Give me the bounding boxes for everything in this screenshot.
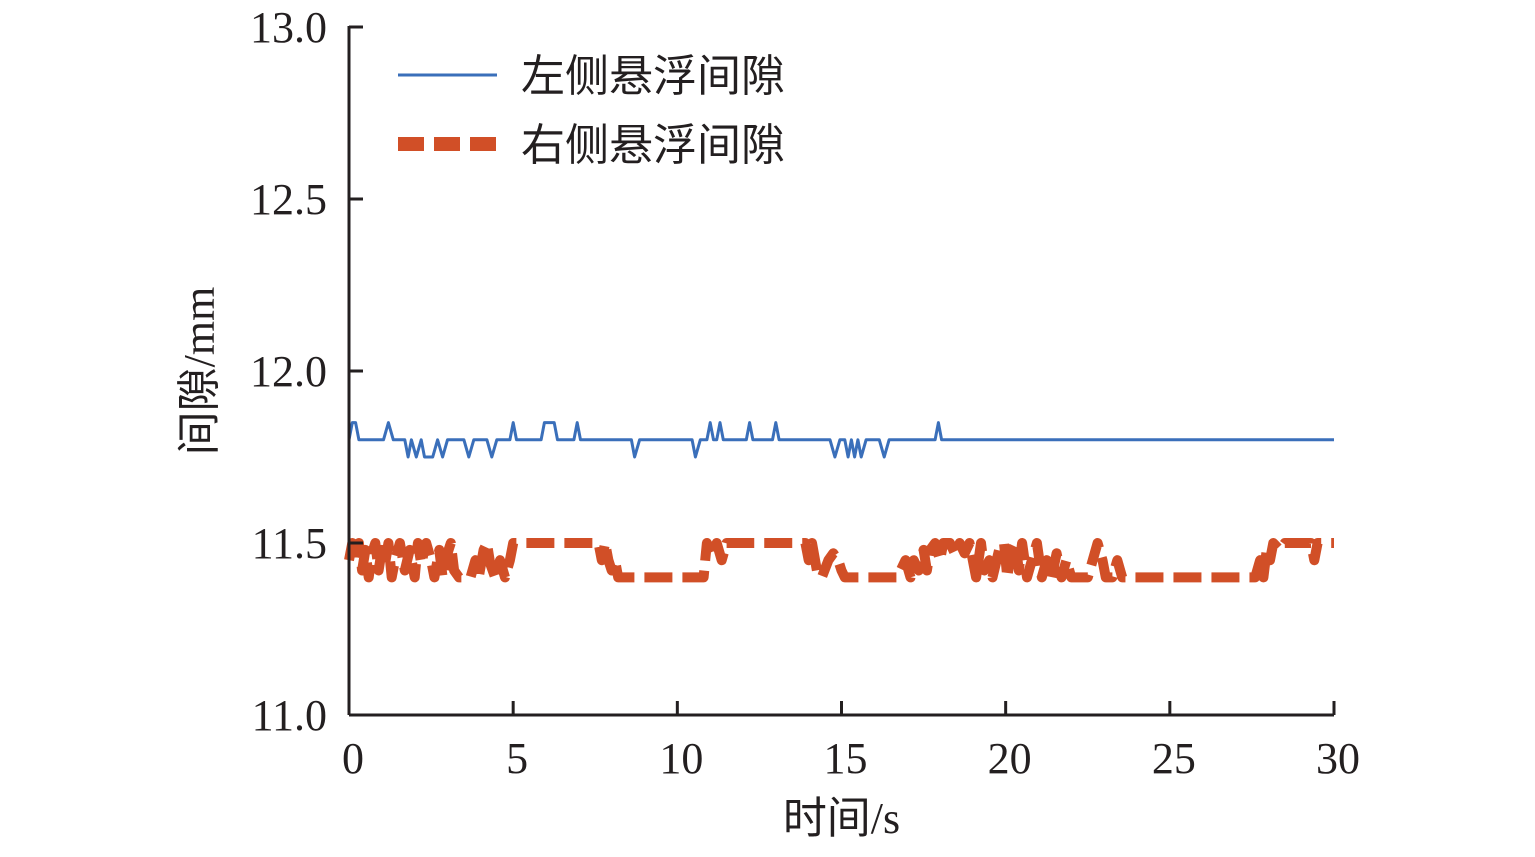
x-tick-label: 25 [1152, 734, 1196, 783]
x-tick-label: 10 [659, 734, 703, 783]
plot-area [344, 421, 1334, 583]
series-line-2 [344, 538, 1334, 583]
x-axis-title: 时间/s [783, 794, 900, 843]
y-axis-title: 间隙/mm [175, 287, 224, 456]
y-axis-ticks: 11.0 11.5 12.0 12.5 13.0 [250, 3, 363, 740]
y-tick-label: 12.0 [250, 347, 327, 396]
y-tick-label: 11.5 [252, 519, 327, 568]
legend-label-2: 右侧悬浮间隙 [521, 121, 785, 170]
x-tick-label: 5 [506, 734, 528, 783]
x-tick-label: 0 [342, 734, 364, 783]
y-tick-label: 12.5 [250, 175, 327, 224]
x-axis-ticks: 0 5 10 15 20 25 30 [342, 701, 1360, 783]
x-tick-label: 30 [1316, 734, 1360, 783]
y-tick-label: 11.0 [252, 691, 327, 740]
legend-label-1: 左侧悬浮间隙 [521, 52, 785, 101]
x-tick-label: 20 [988, 734, 1032, 783]
x-tick-label: 15 [824, 734, 868, 783]
series-line-1 [347, 421, 1334, 459]
y-tick-label: 13.0 [250, 3, 327, 52]
